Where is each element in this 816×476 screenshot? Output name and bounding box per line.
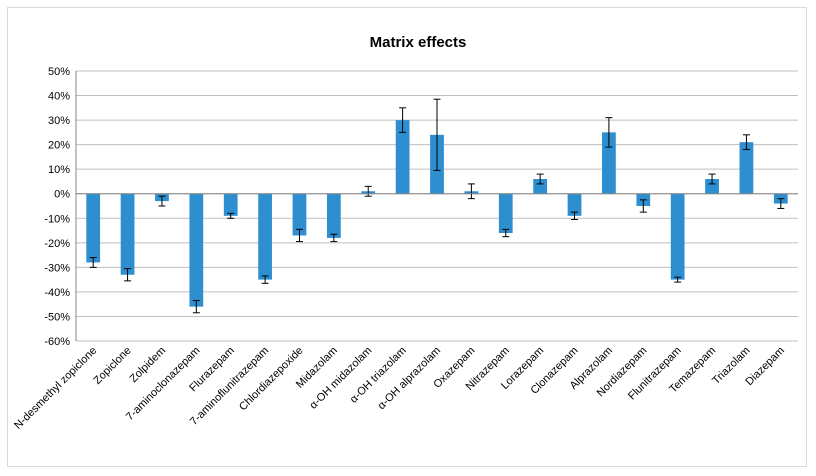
bar [533,179,548,194]
y-tick-label: -10% [44,213,70,225]
bar [292,193,307,236]
bar [326,193,341,238]
x-tick-label: Zopiclone [91,345,133,387]
y-tick-label: 50% [48,66,70,78]
bar [670,193,685,280]
matrix-effects-chart: Matrix effects 50% 40% 30% 20% 10% 0% -10% -20%… [12,34,798,432]
bar [395,120,410,194]
y-tick-label: -20% [44,238,70,250]
bar [223,193,238,216]
bars [86,120,788,307]
bar [705,179,719,194]
x-tick-label: N-desmethyl zopiclone [12,345,99,432]
chart-title: Matrix effects [370,34,467,51]
x-tick-label: α-OH alprazolam [376,345,443,412]
bar [258,193,272,280]
x-tick-label: α-OH midazolam [307,345,374,412]
x-tick-label: Chlordiazepoxide [237,345,306,414]
bar [498,193,513,233]
chart-frame: Matrix effects 50% 40% 30% 20% 10% 0% -10% -20%… [7,7,807,467]
y-tick-label: 0% [54,189,70,201]
y-tick-label: 40% [48,91,70,103]
bar [567,193,582,216]
bar [189,193,204,307]
bar [602,132,616,194]
y-tick-label: -40% [44,287,70,299]
y-tick-label: -30% [44,262,70,274]
bar [739,142,754,194]
bar [120,193,135,275]
y-tick-label: 20% [48,140,70,152]
x-tick-labels: N-desmethyl zopicloneZopicloneZolpidem7-… [12,345,787,432]
y-tick-label: 10% [48,164,70,176]
y-tick-label: -50% [44,311,70,323]
y-tick-label: 30% [48,115,70,127]
bar [86,193,101,263]
error-bars [89,98,785,314]
y-tick-labels: 50% 40% 30% 20% 10% 0% -10% -20% -30% -40% -50% -60… [44,66,70,348]
y-tick-label: -60% [44,336,70,348]
axes [75,71,798,341]
